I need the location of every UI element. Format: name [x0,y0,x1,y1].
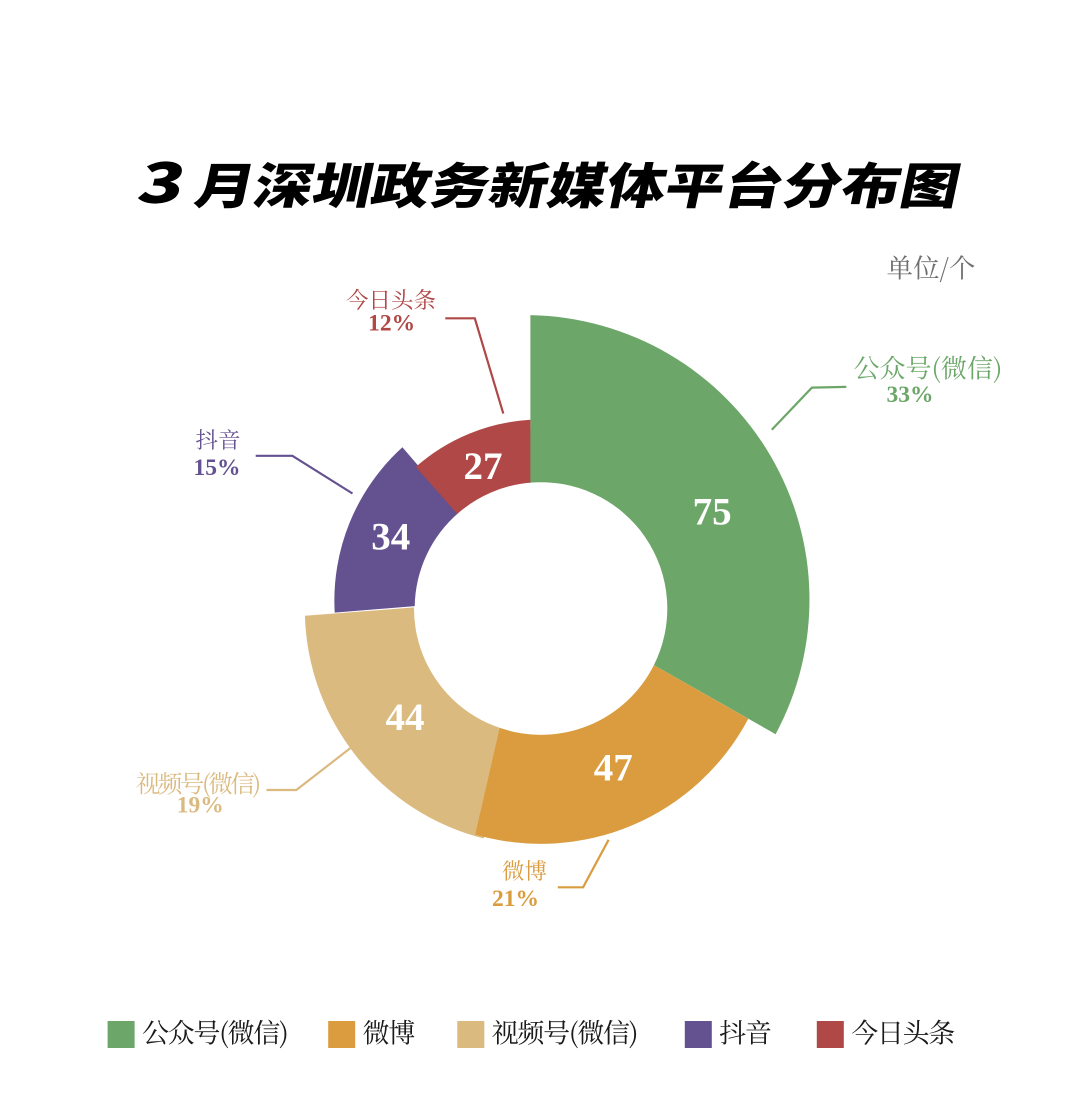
svg-text:27: 27 [464,445,503,488]
svg-text:33%: 33% [887,382,934,408]
svg-text:34: 34 [371,516,410,559]
svg-text:47: 47 [594,747,633,790]
svg-text:44: 44 [386,696,425,739]
svg-text:15%: 15% [194,455,241,481]
svg-text:75: 75 [693,491,732,534]
svg-text:21%: 21% [492,886,539,912]
svg-text:12%: 12% [368,311,415,337]
svg-text:19%: 19% [177,793,224,819]
